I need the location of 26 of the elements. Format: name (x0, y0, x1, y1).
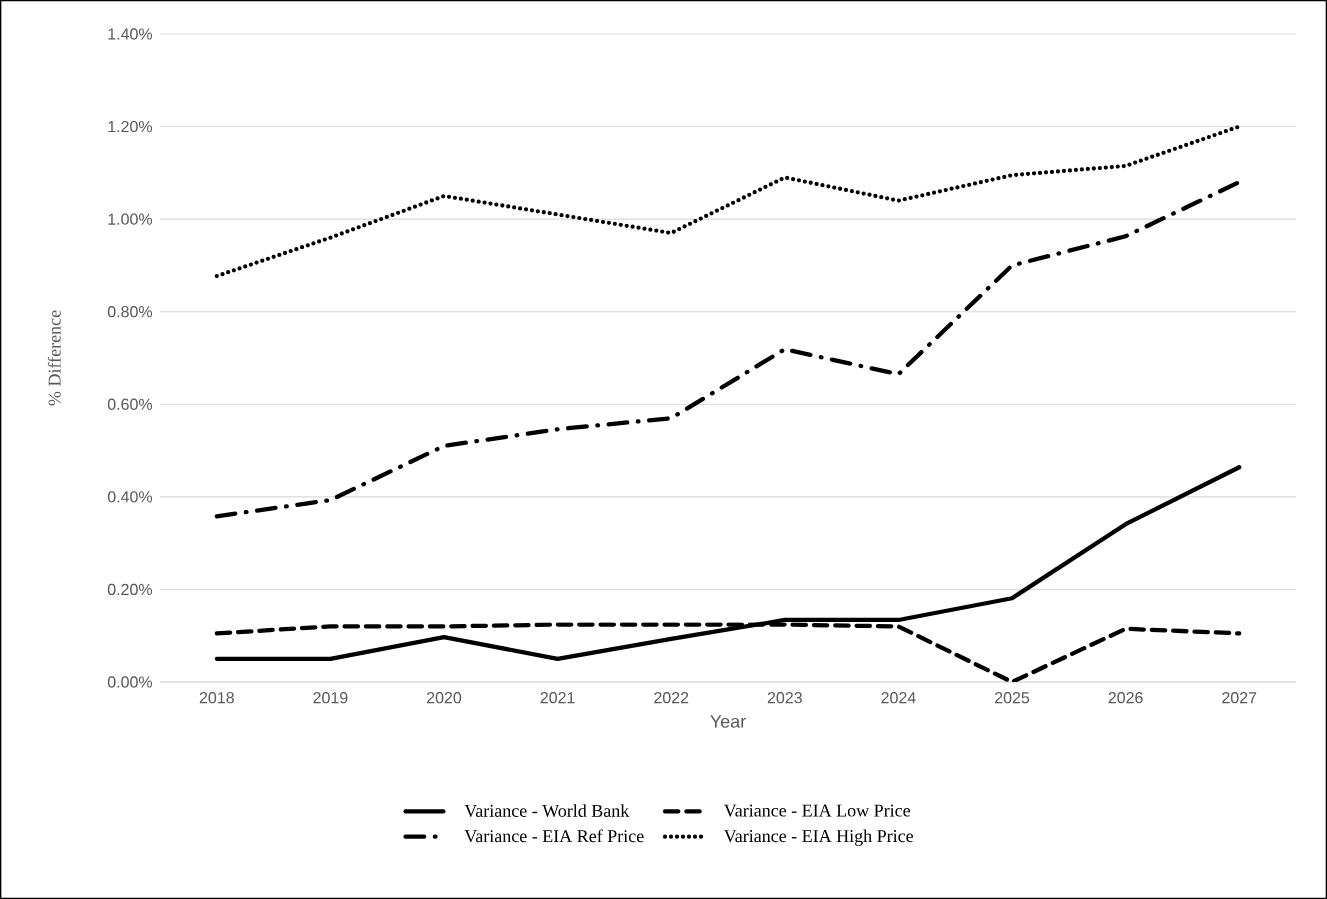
x-tick-label: 2022 (654, 692, 689, 704)
y-tick-label: 0.80% (107, 306, 153, 318)
y-tick-label: 0.40% (107, 491, 153, 503)
y-tick-label: 0.00% (107, 676, 153, 688)
legend-label: Variance - EIA Low Price (723, 804, 911, 817)
legend-label: Variance - EIA Ref Price (464, 829, 644, 843)
x-tick-label: 2019 (313, 692, 348, 704)
x-tick-label: 2018 (199, 692, 234, 704)
x-tick-label: 2024 (881, 692, 916, 704)
x-tick-label: 2023 (767, 692, 802, 704)
x-tick-label: 2026 (1108, 692, 1143, 704)
y-axis-title: % Difference (47, 310, 61, 406)
legend-label: Variance - World Bank (464, 804, 630, 817)
x-tick-label: 2027 (1222, 692, 1257, 704)
x-tick-label: 2021 (540, 692, 575, 704)
y-tick-label: 0.60% (107, 398, 153, 410)
x-axis-title: Year (710, 715, 746, 728)
x-tick-label: 2025 (995, 692, 1030, 704)
x-tick-label: 2020 (427, 692, 462, 704)
y-tick-label: 0.20% (107, 583, 153, 596)
y-tick-label: 1.20% (108, 120, 153, 133)
y-tick-label: 1.40% (108, 28, 153, 40)
y-tick-label: 1.00% (108, 213, 153, 225)
line-series (214, 179, 1242, 519)
line-series (214, 124, 1242, 279)
legend-label: Variance - EIA High Price (723, 829, 914, 846)
